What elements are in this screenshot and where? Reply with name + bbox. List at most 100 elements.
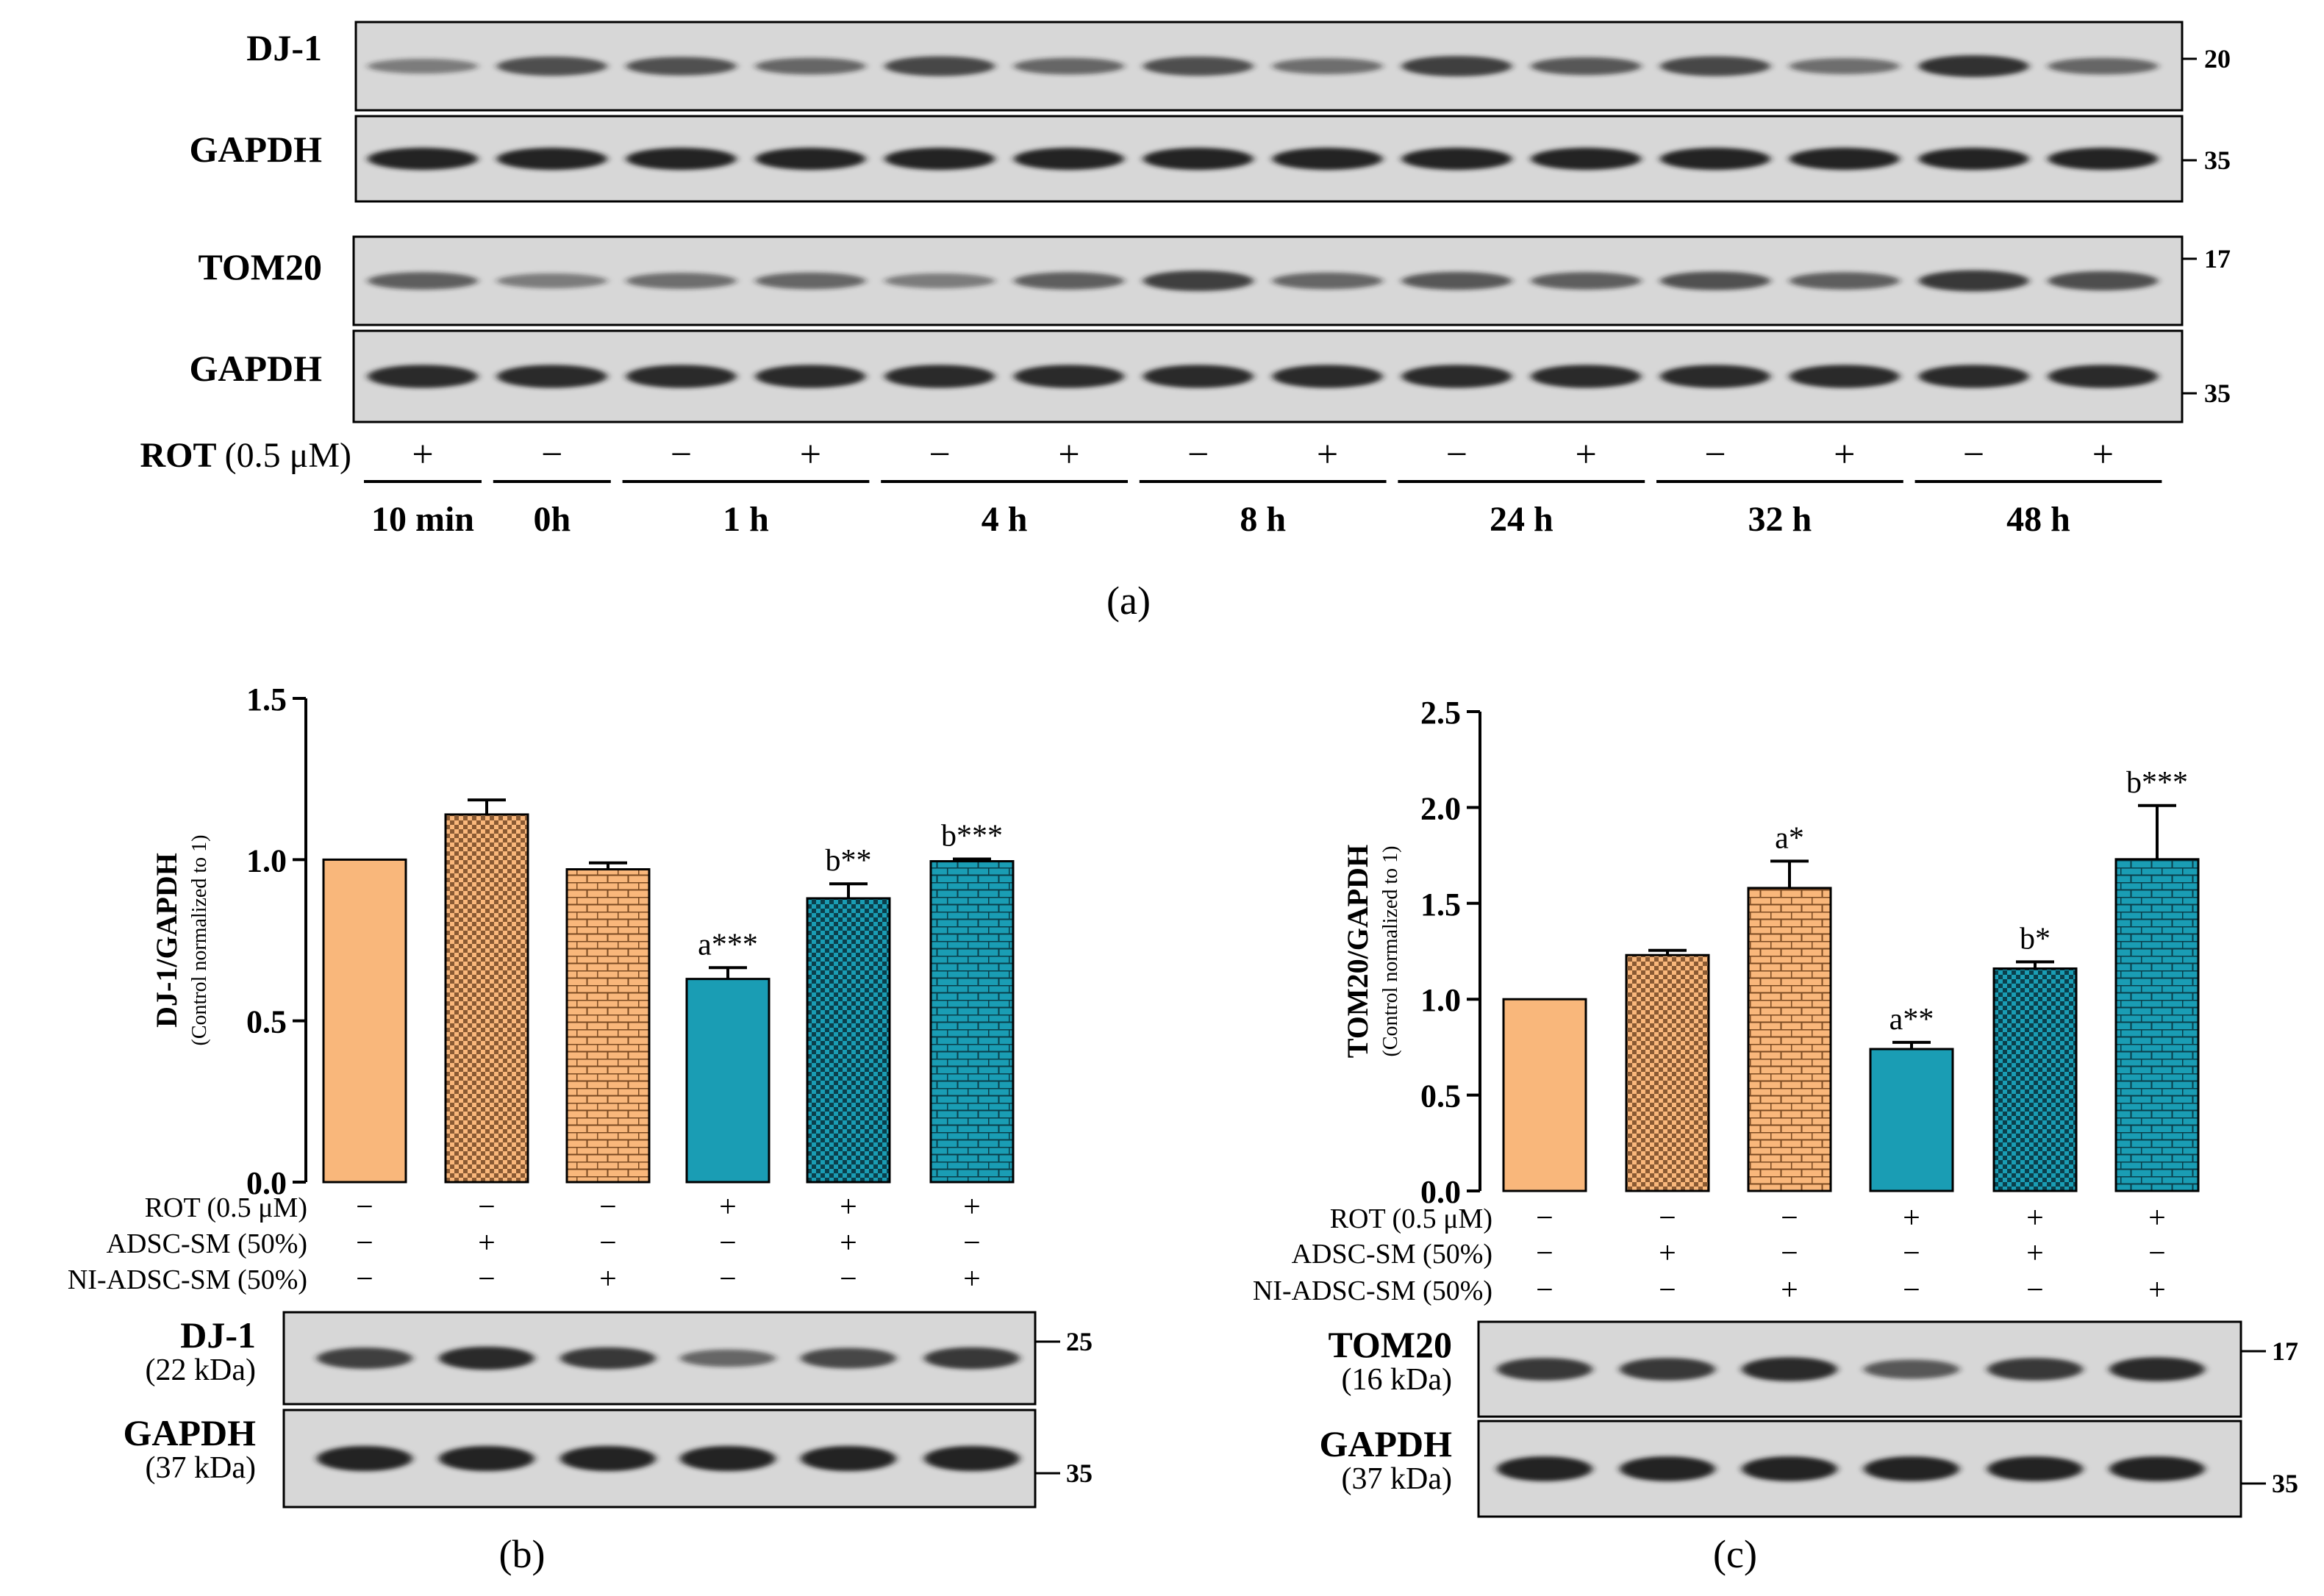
treatment-label-adsc: ADSC-SM (50%) xyxy=(107,1228,307,1259)
treatment-sign-rot: + xyxy=(2026,1201,2044,1235)
panel-a-blot-3-band-8 xyxy=(1272,272,1383,290)
panel-a-blot-2-band-2 xyxy=(496,147,607,171)
panel-a-blot-4-band-12 xyxy=(1789,365,1900,388)
panel-a-rot-sign: − xyxy=(1187,434,1209,476)
blot-2-band-4 xyxy=(1864,1456,1959,1481)
blot-2-band-2 xyxy=(1620,1456,1715,1481)
blot-1-band-6 xyxy=(924,1347,1020,1370)
panel-a-blot-2-band-7 xyxy=(1143,147,1254,171)
panel-a-blot-4-band-13 xyxy=(1918,365,2029,388)
blot-1-band-5 xyxy=(1987,1358,2083,1381)
blot-1-band-1 xyxy=(317,1348,412,1369)
panel-a-rot-sign: − xyxy=(1963,434,1984,476)
blot-1-band-2 xyxy=(1620,1358,1715,1381)
significance-label: b*** xyxy=(2126,766,2188,800)
panel-a-blot-2-band-9 xyxy=(1401,147,1512,171)
y-tick-label: 1.0 xyxy=(246,842,287,878)
blot-name: GAPDH xyxy=(1319,1423,1452,1464)
treatment-label-ni: NI-ADSC-SM (50%) xyxy=(1253,1275,1492,1306)
treatment-sign-adsc: − xyxy=(1781,1237,1798,1270)
significance-label: a* xyxy=(1775,821,1804,855)
panel-a-blot-1-band-2 xyxy=(496,56,607,76)
y-tick-label: 2.0 xyxy=(1420,790,1461,826)
blot-name: DJ-1 xyxy=(180,1314,256,1356)
treatment-sign-adsc: + xyxy=(2026,1237,2044,1270)
significance-label: b** xyxy=(826,844,872,878)
y-axis-label: TOM20/GAPDH xyxy=(1341,845,1374,1058)
treatment-sign-rot: + xyxy=(1903,1201,1920,1235)
panel-a-marker-label: 17 xyxy=(2204,244,2231,273)
panel-a-blot-1-band-11 xyxy=(1660,56,1770,76)
panel-a-blot-2-band-1 xyxy=(368,147,478,171)
treatment-sign-ni: − xyxy=(1659,1273,1676,1307)
treatment-sign-rot: − xyxy=(1781,1201,1798,1235)
panel-a-rot-sign: − xyxy=(1446,434,1467,476)
blot-2-band-2 xyxy=(439,1445,534,1472)
treatment-sign-ni: − xyxy=(2026,1273,2044,1307)
y-tick-label: 0.0 xyxy=(246,1165,287,1201)
panel-a-blot-1-band-1 xyxy=(368,58,478,74)
blot-2-band-4 xyxy=(680,1445,776,1472)
treatment-sign-rot: + xyxy=(719,1190,737,1224)
blot-1-band-6 xyxy=(2109,1357,2205,1381)
blot-2-band-5 xyxy=(801,1445,896,1472)
blot-2-band-1 xyxy=(317,1445,412,1472)
panel-b-label: (b) xyxy=(499,1532,546,1576)
blot-marker-label: 35 xyxy=(1066,1459,1093,1488)
panel-a-blot-4-band-2 xyxy=(496,365,607,388)
panel-a-blot-2-band-13 xyxy=(1918,147,2029,171)
significance-label: b*** xyxy=(941,819,1003,853)
panel-a-blot-3-band-11 xyxy=(1660,271,1770,290)
panel-a-marker-label: 35 xyxy=(2204,146,2231,175)
panel-a-blot-3-band-3 xyxy=(626,273,737,289)
panel-a-blot-1-band-4 xyxy=(755,57,866,75)
y-tick-label: 1.0 xyxy=(1420,982,1461,1018)
panel-a-blot-2-band-4 xyxy=(755,147,866,171)
bar-3 xyxy=(565,867,651,1184)
panel-a-blot-1-band-14 xyxy=(2048,57,2159,75)
bar-1 xyxy=(322,858,407,1184)
panel-a-time-label: 4 h xyxy=(982,500,1028,539)
panel-a-blot-3-band-5 xyxy=(884,273,995,289)
blot-2-band-3 xyxy=(560,1445,656,1472)
treatment-sign-adsc: − xyxy=(599,1226,617,1260)
panel-a-rot-sign: − xyxy=(929,434,951,476)
treatment-sign-rot: − xyxy=(1536,1201,1553,1235)
blot-marker-label: 17 xyxy=(2272,1336,2298,1366)
panel-a-blot-4-band-3 xyxy=(626,365,737,388)
panel-a-blot-4-band-9 xyxy=(1401,365,1512,388)
blot-kda: (22 kDa) xyxy=(146,1353,256,1387)
bar-6 xyxy=(929,860,1015,1184)
panel-a-blot-2-band-12 xyxy=(1789,147,1900,171)
bar-2 xyxy=(444,813,529,1184)
y-tick-label: 0.0 xyxy=(1420,1174,1461,1210)
panel-a-blot-3-band-12 xyxy=(1789,272,1900,290)
blot-kda: (37 kDa) xyxy=(1342,1462,1452,1496)
treatment-sign-adsc: − xyxy=(963,1226,981,1260)
panel-a-blot-3-band-14 xyxy=(2048,271,2159,291)
panel-a-rot-sign: + xyxy=(1317,434,1338,476)
panel-a-blot-1-band-3 xyxy=(626,57,737,76)
panel-a-blot-label: GAPDH xyxy=(189,129,322,170)
treatment-label-ni: NI-ADSC-SM (50%) xyxy=(68,1264,307,1295)
panel-a-blot-2-band-14 xyxy=(2048,147,2159,171)
treatment-sign-ni: + xyxy=(599,1262,617,1296)
panel-a-blot-1-band-7 xyxy=(1143,56,1254,76)
blot-1-band-3 xyxy=(560,1347,656,1370)
panel-a-blot-1-band-9 xyxy=(1401,56,1512,76)
bar-5 xyxy=(1992,967,2078,1192)
treatment-sign-ni: + xyxy=(1781,1273,1798,1307)
significance-label: a*** xyxy=(698,928,758,962)
treatment-sign-ni: − xyxy=(1903,1273,1920,1307)
panel-c: 0.0 0.5 1.0 1.5 2.0 2.5 TOM20/GAPDH (Control no… xyxy=(1253,695,2298,1518)
treatment-sign-rot: − xyxy=(1659,1201,1676,1235)
treatment-sign-rot: − xyxy=(599,1190,617,1224)
panel-a-marker-label: 20 xyxy=(2204,44,2231,74)
panel-a-blot-1-band-13 xyxy=(1918,55,2029,77)
panel-a-rot-sign: − xyxy=(541,434,562,476)
panel-a-blot-4-band-4 xyxy=(755,365,866,388)
bar-2 xyxy=(1625,953,1710,1192)
treatment-sign-ni: − xyxy=(1536,1273,1553,1307)
treatment-sign-ni: + xyxy=(2148,1273,2166,1307)
panel-a-blot-4-band-6 xyxy=(1014,365,1124,388)
